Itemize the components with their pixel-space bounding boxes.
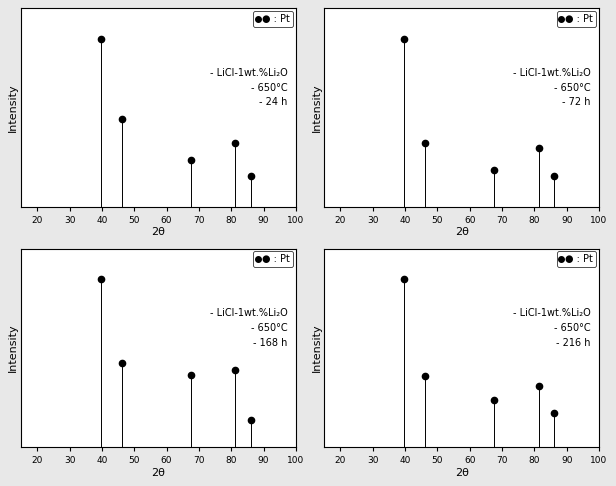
Text: - LiCl-1wt.%Li₂O
- 650°C
- 168 h: - LiCl-1wt.%Li₂O - 650°C - 168 h [210, 308, 288, 347]
Y-axis label: Intensity: Intensity [9, 323, 18, 372]
Legend: ● : Pt: ● : Pt [557, 11, 596, 27]
Legend: ● : Pt: ● : Pt [253, 11, 293, 27]
X-axis label: 2θ: 2θ [152, 468, 166, 478]
Text: - LiCl-1wt.%Li₂O
- 650°C
- 72 h: - LiCl-1wt.%Li₂O - 650°C - 72 h [513, 68, 591, 107]
X-axis label: 2θ: 2θ [455, 227, 469, 238]
Legend: ● : Pt: ● : Pt [557, 251, 596, 267]
Y-axis label: Intensity: Intensity [312, 83, 322, 132]
X-axis label: 2θ: 2θ [152, 227, 166, 238]
Text: - LiCl-1wt.%Li₂O
- 650°C
- 216 h: - LiCl-1wt.%Li₂O - 650°C - 216 h [513, 308, 591, 347]
Legend: ● : Pt: ● : Pt [253, 251, 293, 267]
Y-axis label: Intensity: Intensity [312, 323, 322, 372]
X-axis label: 2θ: 2θ [455, 468, 469, 478]
Text: - LiCl-1wt.%Li₂O
- 650°C
- 24 h: - LiCl-1wt.%Li₂O - 650°C - 24 h [210, 68, 288, 107]
Y-axis label: Intensity: Intensity [9, 83, 18, 132]
